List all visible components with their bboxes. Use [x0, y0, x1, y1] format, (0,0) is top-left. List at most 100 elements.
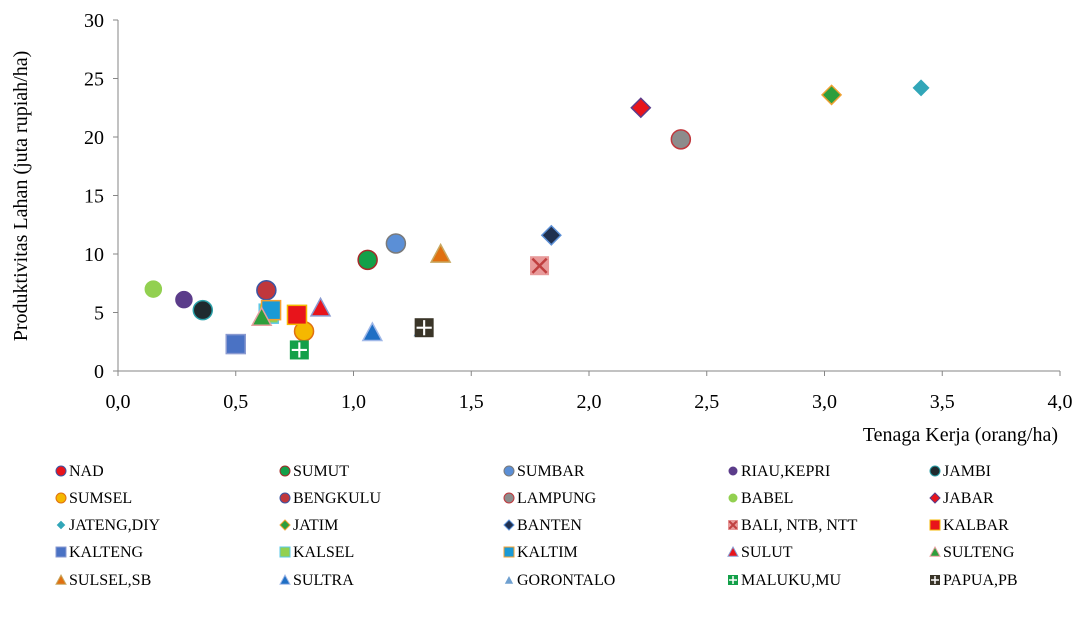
legend-entry: MALUKU,MU [728, 572, 841, 589]
legend-entry: JAMBI [929, 463, 991, 480]
legend-marker [279, 573, 291, 585]
legend-entry: JATIM [279, 517, 338, 534]
legend-marker [929, 492, 941, 504]
x-tick-label: 3,5 [930, 391, 955, 413]
legend-entry: SUMSEL [55, 490, 132, 507]
legend-marker [727, 492, 739, 504]
y-axis-title: Produktivitas Lahan (juta rupiah/ha) [10, 51, 32, 341]
legend-entry: LAMPUNG [503, 490, 597, 507]
legend-entry: RIAU,KEPRI [727, 463, 830, 480]
data-points [143, 77, 932, 360]
legend-label: MALUKU,MU [741, 572, 841, 589]
legend-label: JAMBI [943, 463, 991, 480]
legend-marker [503, 492, 515, 504]
legend-label: SULTRA [293, 572, 354, 589]
legend-marker [279, 546, 291, 558]
legend-marker [503, 519, 515, 531]
x-tick-label: 4,0 [1048, 391, 1073, 413]
legend-label: KALBAR [943, 517, 1009, 534]
legend-marker [929, 465, 941, 477]
legend-entry: JABAR [929, 490, 994, 507]
legend-label: KALSEL [293, 544, 354, 561]
x-tick-label: 2,5 [694, 391, 719, 413]
legend-marker [55, 465, 67, 477]
point-bengkulu [256, 280, 277, 301]
legend-label: LAMPUNG [517, 490, 597, 507]
legend-label: SUMUT [293, 463, 349, 480]
legend-entry: BABEL [727, 490, 793, 507]
x-tick-label: 1,5 [459, 391, 484, 413]
legend-marker [727, 465, 739, 477]
legend-label: SUMSEL [69, 490, 132, 507]
x-axis-ticks: 0,0 0,5 1,0 1,5 2,0 2,5 3,0 3,5 4,0 [106, 371, 1073, 413]
legend-label: KALTENG [69, 544, 144, 561]
legend-entry: SUMBAR [503, 463, 585, 480]
y-tick-label: 10 [84, 244, 104, 266]
point-maluku-mu [289, 340, 309, 360]
legend-label: BABEL [741, 490, 793, 507]
point-sumut [357, 249, 378, 271]
legend-entry: SULUT [727, 544, 793, 561]
x-tick-label: 1,0 [341, 391, 366, 413]
x-tick-label: 3,0 [812, 391, 837, 413]
point-banten [540, 224, 562, 246]
point-sulut [309, 296, 332, 317]
point-kalbar [286, 304, 308, 326]
point-sumbar [385, 233, 407, 254]
legend-label: JATIM [293, 517, 338, 534]
legend-entry: JATENG,DIY [55, 517, 161, 534]
legend-label: RIAU,KEPRI [741, 463, 830, 480]
y-tick-label: 20 [84, 127, 104, 149]
x-tick-label: 0,0 [106, 391, 131, 413]
legend-entry: SUMUT [279, 463, 349, 480]
point-papua-pb [414, 318, 434, 338]
point-bali-ntb-ntt [530, 256, 550, 276]
legend-marker [279, 465, 291, 477]
legend-marker [503, 465, 515, 477]
y-tick-label: 30 [84, 10, 104, 32]
legend-marker [929, 545, 941, 557]
x-tick-label: 0,5 [223, 391, 248, 413]
legend-label: GORONTALO [517, 572, 615, 589]
legend-label: SUMBAR [517, 463, 585, 480]
legend-entry: KALTIM [503, 544, 578, 561]
point-sulsel-sb [429, 242, 452, 263]
legend-marker [55, 492, 67, 504]
point-sulteng [250, 306, 273, 327]
point-sultra [361, 321, 384, 342]
legend-label: JATENG,DIY [69, 517, 161, 534]
legend-entry: PAPUA,PB [930, 572, 1018, 589]
legend-marker [929, 519, 941, 531]
y-tick-label: 25 [84, 69, 104, 91]
legend-label: SULTENG [943, 544, 1015, 561]
point-jatim [821, 84, 843, 106]
legend-marker [727, 545, 739, 557]
y-tick-label: 5 [94, 303, 104, 325]
legend-entry: SULTENG [929, 544, 1015, 561]
point-lampung [670, 129, 692, 150]
legend-entry: SULTRA [279, 572, 354, 589]
x-tick-label: 2,0 [577, 391, 602, 413]
legend-label: BALI, NTB, NTT [741, 517, 858, 534]
legend-label: PAPUA,PB [943, 572, 1018, 589]
legend-entry: BALI, NTB, NTT [728, 517, 858, 534]
y-tick-label: 0 [94, 361, 104, 383]
legend: NAD SUMUT SUMBAR RIAU,KEPRI JAMBI SUMSEL BENGK… [55, 463, 1018, 589]
legend-entry: KALTENG [55, 544, 144, 561]
legend-label: BENGKULU [293, 490, 381, 507]
legend-marker [55, 519, 67, 531]
legend-entry: NAD [55, 463, 104, 480]
legend-entry: SULSEL,SB [55, 572, 151, 589]
legend-marker [55, 546, 67, 558]
point-jabar [630, 97, 652, 119]
legend-label: KALTIM [517, 544, 578, 561]
point-jateng-diy [910, 77, 932, 99]
legend-marker [503, 573, 515, 585]
legend-entry: BANTEN [503, 517, 582, 534]
legend-marker [728, 575, 738, 585]
legend-label: NAD [69, 463, 104, 480]
legend-entry: GORONTALO [503, 572, 615, 589]
point-riau-kepri [173, 289, 195, 310]
y-tick-label: 15 [84, 186, 104, 208]
